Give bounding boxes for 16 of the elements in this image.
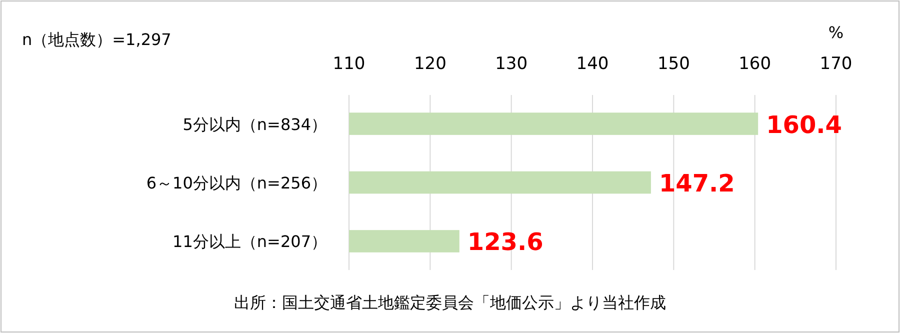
data-label: 123.6 [467,228,544,256]
x-tick-label: 160 [738,54,772,74]
y-tick-label: 5分以内（n=834） [182,114,327,134]
data-label: 147.2 [658,170,735,198]
y-tick-label: 6～10分以内（n=256） [146,174,327,192]
y-tick-label: 11分以上（n=207） [172,232,327,252]
text: n（地点数）=1,297 [22,30,172,49]
x-tick-label: 120 [414,54,446,74]
x-tick-label: 110 [332,54,366,74]
x-tick-label: 140 [576,54,609,74]
x-tick-label: 150 [657,54,690,74]
x-axis-title: % [828,23,844,42]
data-label: 160.4 [766,110,842,139]
x-tick-label: 170 [820,54,852,74]
text: 出所：国土交通省土地鑑定委員会「地価公示」より当社作成 [234,293,666,312]
x-tick-label: 130 [495,54,528,74]
